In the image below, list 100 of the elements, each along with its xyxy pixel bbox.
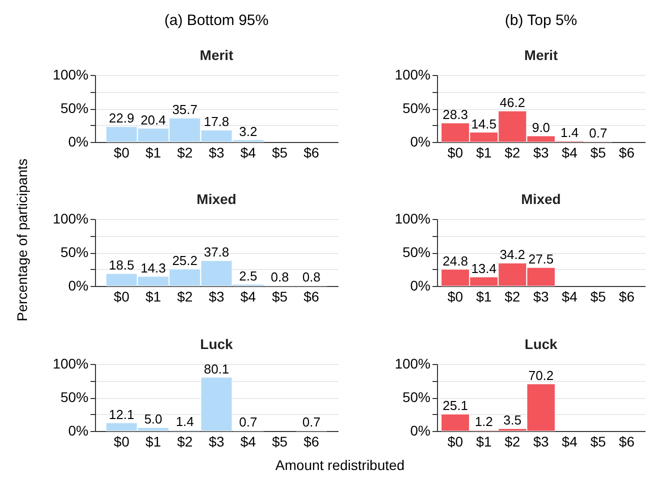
x-tick-label: $2 — [177, 144, 193, 160]
y-tick-label: 0% — [68, 422, 88, 438]
x-tick-label: $3 — [208, 288, 224, 304]
x-tick-label: $6 — [618, 434, 635, 450]
x-tick-label: $6 — [618, 144, 635, 160]
data-label: 28.3 — [442, 107, 468, 122]
y-tick-label: 50% — [402, 244, 430, 260]
x-tick-label: $1 — [476, 434, 492, 450]
data-label: 3.5 — [503, 412, 522, 428]
x-tick-label: $0 — [447, 144, 464, 160]
x-tick-label: $4 — [240, 288, 256, 304]
text: (a) Bottom 95% — [164, 12, 269, 29]
data-label: 18.5 — [108, 258, 134, 273]
data-label: 0.7 — [239, 414, 258, 430]
x-axis-title: Amount redistributed — [275, 457, 405, 473]
x-tick-label: $3 — [533, 288, 549, 304]
data-label: 14.3 — [140, 260, 166, 276]
y-tick-label: 100% — [52, 356, 88, 372]
y-tick-label: 100% — [394, 356, 430, 372]
data-label: 46.2 — [500, 95, 526, 110]
chart-title: Luck — [200, 336, 234, 352]
data-label: 0.7 — [302, 414, 320, 430]
y-tick-label: 100% — [394, 210, 430, 226]
x-tick-label: $2 — [504, 434, 520, 450]
x-tick-label: $4 — [240, 144, 256, 160]
x-tick-label: $3 — [208, 434, 224, 450]
x-tick-label: $4 — [562, 288, 578, 304]
data-label: 24.8 — [442, 253, 468, 268]
x-tick-label: $1 — [476, 144, 492, 160]
y-tick-label: 0% — [410, 278, 430, 294]
x-tick-label: $6 — [304, 434, 320, 450]
x-tick-label: $4 — [562, 434, 578, 450]
y-tick-label: 50% — [60, 389, 88, 405]
y-tick-label: 100% — [52, 210, 88, 226]
data-label: 1.4 — [560, 125, 579, 140]
y-tick-label: 0% — [68, 278, 88, 294]
x-tick-label: $1 — [145, 434, 162, 450]
x-tick-label: $2 — [177, 434, 193, 450]
data-label: 9.0 — [532, 120, 550, 135]
data-label: 0.8 — [302, 269, 320, 284]
chart-title: Mixed — [196, 191, 236, 207]
data-label: 25.1 — [442, 398, 468, 414]
data-label: 14.5 — [471, 116, 497, 132]
data-label: 34.2 — [500, 247, 526, 262]
data-label: 70.2 — [528, 368, 554, 383]
x-tick-label: $5 — [272, 144, 288, 160]
data-label: 5.0 — [144, 412, 162, 427]
chart-title: Merit — [524, 47, 558, 63]
data-label: 25.2 — [172, 253, 198, 268]
y-tick-label: 100% — [394, 66, 430, 82]
x-tick-label: $0 — [114, 434, 130, 450]
data-label: 3.2 — [239, 124, 258, 139]
x-tick-label: $1 — [476, 288, 492, 304]
data-label: 0.7 — [589, 126, 608, 141]
data-label: 13.4 — [471, 261, 497, 276]
text: (b) Top 5% — [504, 12, 578, 29]
data-label: 0.8 — [270, 269, 289, 284]
x-tick-label: $6 — [304, 144, 320, 160]
data-label: 20.4 — [140, 112, 166, 128]
chart-title: Mixed — [521, 191, 561, 207]
x-tick-label: $5 — [272, 434, 288, 450]
data-label: 2.5 — [239, 268, 258, 284]
data-label: 80.1 — [204, 361, 230, 376]
x-tick-label: $2 — [504, 288, 520, 304]
x-tick-label: $0 — [114, 288, 130, 304]
x-tick-label: $1 — [145, 144, 162, 160]
x-tick-label: $5 — [590, 144, 606, 160]
x-tick-label: $5 — [590, 288, 606, 304]
data-label: 17.8 — [204, 114, 230, 130]
y-axis-title: Percentage of participants — [14, 158, 30, 322]
data-label: 22.9 — [108, 110, 134, 126]
x-tick-label: $6 — [618, 288, 635, 304]
x-tick-label: $3 — [533, 144, 549, 160]
data-label: 12.1 — [108, 406, 134, 422]
x-tick-label: $0 — [447, 434, 464, 450]
y-tick-label: 50% — [402, 389, 430, 405]
x-tick-label: $2 — [177, 288, 193, 304]
chart-title: Luck — [524, 336, 558, 352]
x-tick-label: $0 — [114, 144, 130, 160]
x-tick-label: $3 — [533, 434, 549, 450]
chart-title: Merit — [200, 47, 234, 63]
y-tick-label: 50% — [60, 244, 88, 260]
y-tick-label: 0% — [410, 422, 430, 438]
x-tick-label: $5 — [272, 288, 288, 304]
data-label: 27.5 — [528, 252, 554, 267]
y-tick-label: 50% — [60, 100, 88, 116]
x-tick-label: $4 — [240, 434, 256, 450]
y-tick-label: 50% — [402, 100, 430, 116]
y-tick-label: 0% — [68, 134, 88, 150]
x-tick-label: $6 — [304, 288, 320, 304]
x-tick-label: $2 — [504, 144, 520, 160]
x-tick-label: $4 — [562, 144, 578, 160]
y-tick-label: 100% — [52, 66, 88, 82]
x-tick-label: $5 — [590, 434, 606, 450]
data-label: 1.4 — [176, 414, 194, 430]
x-tick-label: $1 — [145, 288, 162, 304]
data-label: 37.8 — [204, 244, 230, 260]
data-label: 1.2 — [474, 414, 493, 430]
x-tick-label: $0 — [447, 288, 464, 304]
data-label: 35.7 — [172, 102, 198, 118]
